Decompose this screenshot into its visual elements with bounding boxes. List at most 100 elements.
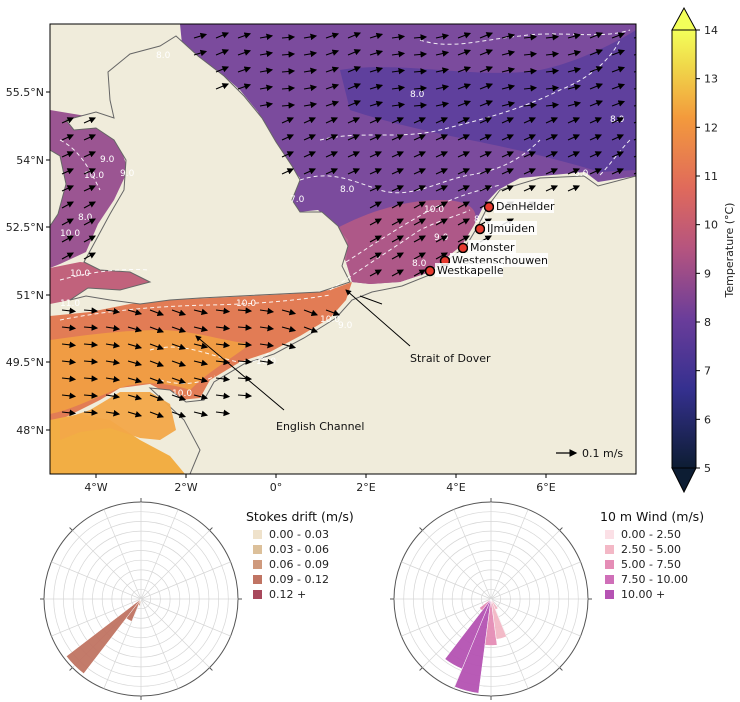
legend-swatch	[605, 590, 614, 599]
current-arrow	[347, 151, 361, 158]
current-arrow	[237, 66, 252, 73]
current-arrow	[413, 168, 427, 175]
current-arrow	[303, 67, 318, 75]
rose-spoke	[422, 530, 492, 600]
current-arrow	[215, 392, 231, 400]
current-arrow	[457, 49, 472, 56]
current-arrow	[303, 101, 318, 109]
current-arrow	[567, 84, 582, 91]
current-arrow	[611, 83, 626, 90]
current-arrow	[611, 49, 626, 56]
current-arrow	[479, 168, 493, 175]
current-arrow	[479, 185, 493, 192]
current-arrow	[589, 151, 603, 158]
contour-label: 8.0	[78, 213, 93, 223]
rose-petal	[66, 598, 142, 674]
current-arrow	[325, 134, 339, 141]
y-tick-label: 52.5°N	[6, 221, 44, 234]
current-arrow	[215, 341, 231, 349]
current-arrow	[567, 50, 582, 57]
current-arrow	[391, 50, 406, 58]
current-arrow	[369, 134, 383, 141]
current-arrow	[193, 393, 209, 401]
rose-spoke	[51, 561, 142, 600]
rose-tick	[209, 527, 213, 531]
colorbar-tick-label: 5	[704, 462, 711, 475]
colorbar: 14 13 12 11 10 9 8 7 6 5 Temperature (°C)	[671, 6, 736, 494]
current-arrow	[61, 375, 77, 383]
stokes-legend-title: Stokes drift (m/s)	[246, 509, 354, 524]
current-arrow	[61, 185, 75, 192]
map-x-tick-labels: 4°W 2°W 0° 2°E 4°E 6°E	[84, 481, 555, 494]
current-arrow	[501, 185, 515, 192]
rose-spoke	[140, 598, 231, 637]
current-arrow	[237, 49, 252, 56]
current-arrow	[215, 83, 230, 90]
current-arrow	[589, 100, 604, 107]
current-arrow	[501, 33, 516, 40]
current-arrow	[149, 411, 165, 419]
rose-spoke	[140, 598, 210, 668]
current-arrow	[149, 360, 165, 368]
current-arrow	[369, 66, 384, 74]
current-arrow	[611, 151, 625, 158]
current-arrow	[369, 269, 382, 277]
legend-swatch	[605, 575, 614, 584]
colorbar-tick-label: 7	[704, 365, 711, 378]
current-arrow	[215, 66, 230, 73]
rose-spoke	[140, 509, 179, 600]
current-arrow	[215, 307, 231, 315]
rose-petal	[479, 598, 492, 611]
current-arrow	[325, 66, 340, 73]
current-arrow	[127, 411, 143, 418]
x-tick-label: 0°	[270, 481, 283, 494]
legend-swatch	[253, 575, 262, 584]
current-arrow	[325, 117, 339, 124]
current-arrow	[391, 134, 405, 141]
legend-entry: 0.00 - 0.03	[269, 528, 329, 541]
rose-spoke	[401, 561, 492, 600]
current-arrow	[105, 324, 121, 332]
current-arrow	[435, 67, 450, 74]
current-arrow	[413, 85, 428, 92]
current-arrow	[325, 32, 340, 39]
current-arrow	[171, 377, 187, 384]
current-arrow	[479, 32, 494, 39]
contour-label: 7.0	[290, 195, 305, 205]
current-arrow	[545, 151, 559, 158]
current-arrow	[391, 101, 406, 109]
current-arrow	[105, 307, 121, 315]
contour-label: 9.0	[120, 169, 135, 179]
current-arrow	[435, 168, 449, 175]
legend-entry: 0.00 - 2.50	[621, 528, 681, 541]
current-arrow	[435, 101, 450, 108]
y-tick-label: 51°N	[16, 289, 44, 302]
current-arrow	[413, 252, 426, 260]
legend-entry: 2.50 - 5.00	[621, 543, 681, 556]
current-arrow	[325, 168, 339, 175]
current-arrow	[479, 66, 494, 73]
contour-label: 8.0	[340, 185, 355, 195]
current-arrow	[413, 51, 428, 58]
current-arrow	[391, 151, 405, 158]
colorbar-tick-label: 13	[704, 73, 718, 86]
current-arrow	[413, 235, 426, 243]
current-arrow	[413, 201, 426, 209]
current-arrow	[61, 358, 77, 366]
legend-swatch	[253, 590, 262, 599]
current-arrow	[369, 201, 382, 209]
current-arrow	[83, 375, 99, 382]
contour-label: 11.0	[60, 299, 80, 309]
current-arrow	[83, 341, 99, 348]
colorbar-tick-label: 10	[704, 219, 718, 232]
current-arrow	[457, 117, 471, 124]
current-arrow	[105, 392, 121, 400]
contour-label: 6.0	[574, 169, 589, 179]
legend-entry: 0.09 - 0.12	[269, 573, 329, 586]
current-arrow	[369, 151, 383, 158]
current-arrow	[61, 235, 74, 243]
current-arrow	[215, 375, 231, 383]
current-arrow	[523, 51, 538, 58]
legend-entry: 7.50 - 10.00	[621, 573, 688, 586]
